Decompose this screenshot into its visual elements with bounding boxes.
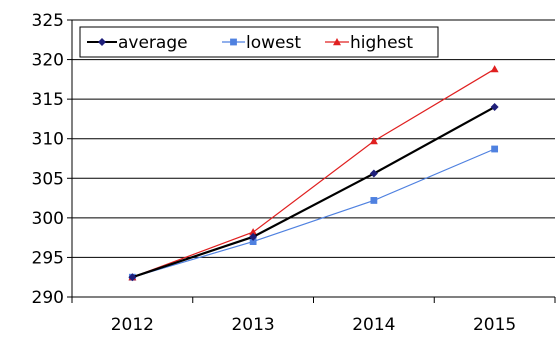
legend-swatch-marker [98,38,106,46]
data-point-average [369,169,378,178]
data-point-average [128,273,137,282]
legend: average lowest highest [79,26,439,58]
axes: 290 295 300 305 310 315 320 325 2012 2013 2014 2015 [32,11,556,335]
data-point-lowest [491,145,499,153]
y-tick-label: 325 [32,11,64,31]
data-point-highest [369,137,378,145]
data-point-lowest [249,238,257,245]
legend-label: average [118,33,188,53]
x-tick-label: 2013 [231,315,274,335]
data-point-average [249,232,258,241]
y-tick-label: 320 [32,51,64,71]
y-tick-label: 305 [32,169,64,189]
series-average [128,103,499,282]
series [128,65,499,282]
gridlines [72,19,555,258]
legend-swatch-marker [230,38,237,46]
legend-swatch-marker [333,38,341,46]
series-highest [128,65,499,281]
legend-item-average: average [87,33,188,53]
data-point-lowest [370,197,378,204]
legend-item-lowest: lowest [222,33,301,53]
y-tick-label: 315 [32,90,64,110]
y-tick-label: 290 [32,288,64,308]
x-tick-label: 2014 [352,315,395,335]
y-tick-label: 310 [32,130,64,150]
series-line-average [132,106,496,279]
legend-label: lowest [246,33,301,53]
x-tick-label: 2015 [473,315,516,335]
data-point-highest [249,228,258,236]
legend-label: highest [350,33,413,53]
series-line-highest [132,68,495,278]
data-point-highest [490,65,499,73]
data-point-average [490,103,499,112]
y-tick-label: 295 [32,248,64,268]
x-tick-label: 2012 [111,315,154,335]
legend-item-highest: highest [325,33,413,53]
y-tick-label: 300 [32,209,64,229]
series-line-lowest [132,148,495,278]
legend-box [79,26,439,58]
